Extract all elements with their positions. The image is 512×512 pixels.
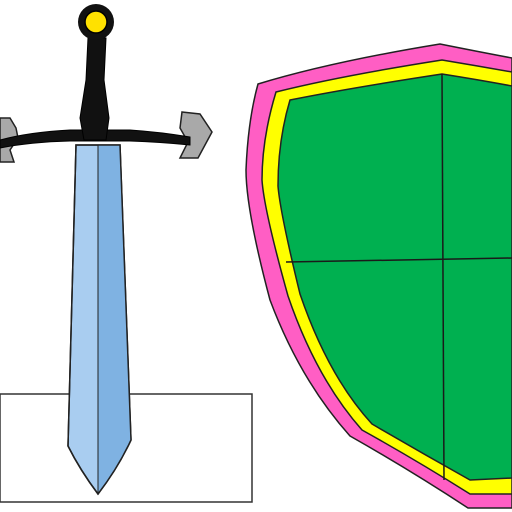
shield-vertical-division <box>441 73 445 481</box>
crossguard-right-tip <box>178 111 213 159</box>
sword-blade-outline <box>67 144 132 496</box>
shield-field <box>277 73 512 481</box>
sword-grip <box>79 37 110 141</box>
sword-pommel-gem <box>84 10 108 34</box>
sword-icon <box>0 4 213 496</box>
shield-icon <box>245 43 512 509</box>
shield-horizontal-division <box>285 257 512 263</box>
